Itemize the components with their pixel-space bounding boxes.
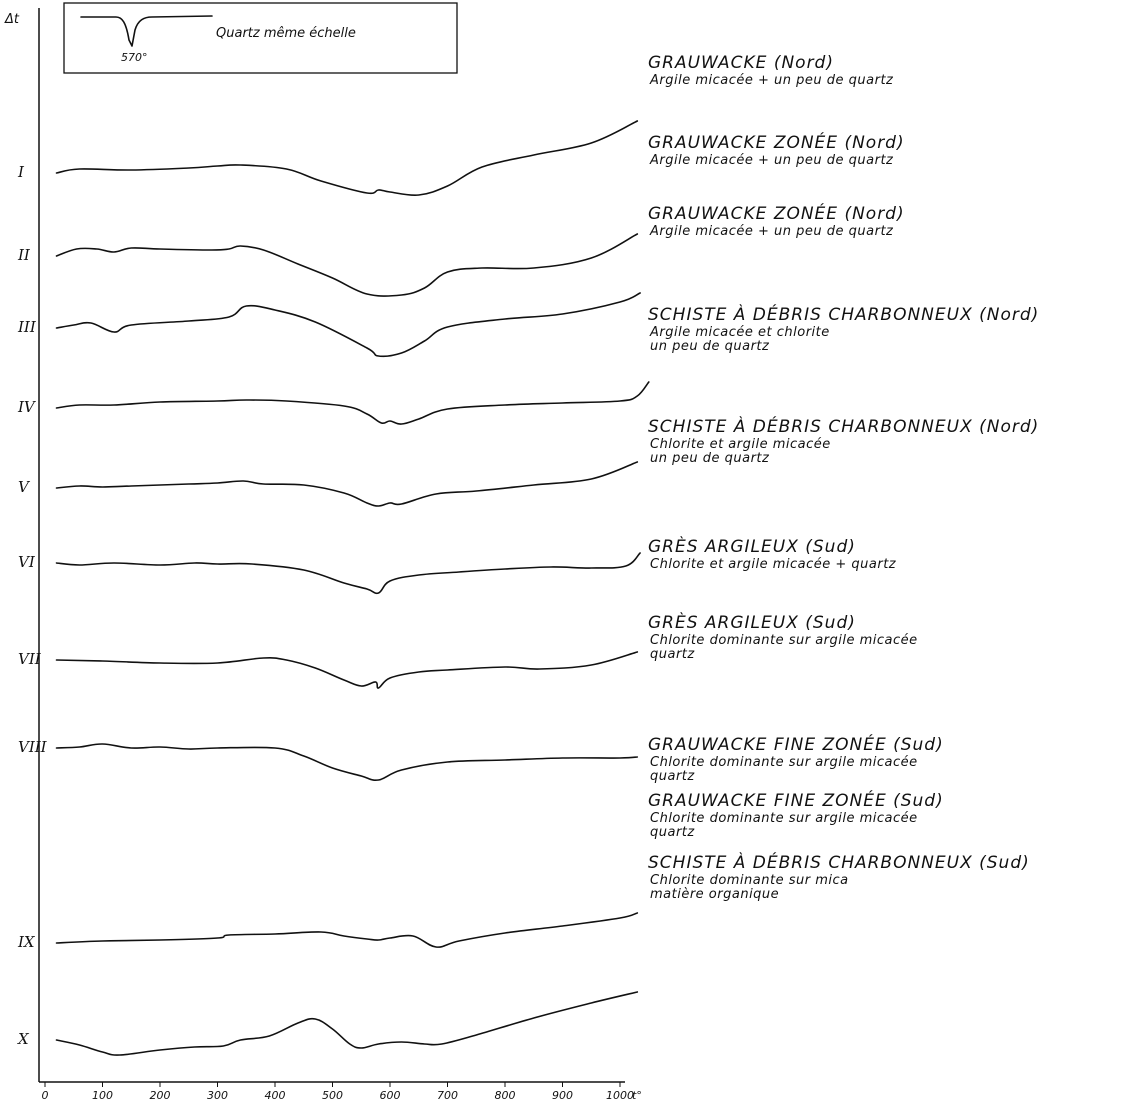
curve-ix [55,912,639,948]
sample-composition: quartz [650,825,695,840]
sample-title: GRÈS ARGILEUX (Sud) [648,611,856,633]
curve-label-iv: IV [17,398,37,416]
sample-composition: Chlorite et argile micacée [650,437,831,452]
sample-title: SCHISTE À DÉBRIS CHARBONNEUX (Nord) [648,303,1039,325]
inset-box [63,2,458,74]
curve-iii [55,292,641,358]
curve-iv [55,381,650,425]
sample-composition: Argile micacée + un peu de quartz [649,73,894,88]
curve-vi [55,552,641,595]
inset-curve [80,15,213,47]
sample-title: GRAUWACKE FINE ZONÉE (Sud) [648,733,944,755]
curve-label-viii: VIII [18,738,48,756]
curve-ii [55,233,639,297]
inset-title: Quartz même échelle [216,26,356,41]
sample-composition: Argile micacée + un peu de quartz [649,224,894,239]
sample-title: GRAUWACKE ZONÉE (Nord) [648,131,905,153]
x-tick-label: 900 [552,1089,573,1102]
x-tick-label: 700 [437,1089,458,1102]
sample-title: SCHISTE À DÉBRIS CHARBONNEUX (Sud) [648,851,1030,873]
curve-v [55,461,639,507]
curve-i [55,120,639,197]
sample-composition: Argile micacée + un peu de quartz [649,153,894,168]
sample-composition: Chlorite dominante sur argile micacée [650,755,918,770]
curve-label-i: I [17,163,25,181]
curves [55,120,650,1056]
x-tick-label: 800 [495,1089,516,1102]
curve-label-ii: II [17,246,31,264]
curve-vii [55,651,639,689]
sample-composition: quartz [650,647,695,662]
curve-label-x: X [17,1030,30,1048]
inset-peak-label: 570° [121,51,148,64]
x-tick-label: 100 [92,1089,113,1102]
sample-composition: matière organique [650,887,779,902]
sample-composition: quartz [650,769,695,784]
sample-composition: Chlorite dominante sur argile micacée [650,633,918,648]
sample-title: SCHISTE À DÉBRIS CHARBONNEUX (Nord) [648,415,1039,437]
sample-title: GRAUWACKE ZONÉE (Nord) [648,202,905,224]
curve-label-vi: VI [18,553,36,571]
sample-title: GRAUWACKE (Nord) [648,53,834,73]
curve-label-v: V [18,478,31,496]
sample-title: GRAUWACKE FINE ZONÉE (Sud) [648,789,944,811]
curve-x [55,991,639,1056]
curve-label-vii: VII [18,650,42,668]
curve-viii [55,743,639,782]
x-tick-label: 0 [42,1089,49,1102]
x-axis-label: t° [632,1089,642,1102]
sample-title: GRÈS ARGILEUX (Sud) [648,535,856,557]
x-tick-label: 600 [380,1089,401,1102]
x-tick-label: 400 [265,1089,286,1102]
sample-descriptions: GRAUWACKE (Nord)Argile micacée + un peu … [648,53,1039,902]
curve-label-iii: III [17,318,37,336]
x-tick-label: 500 [322,1089,343,1102]
curve-label-ix: IX [17,933,36,951]
sample-composition: Chlorite et argile micacée + quartz [650,557,897,572]
sample-composition: Chlorite dominante sur mica [650,873,849,888]
sample-composition: Argile micacée et chlorite [649,325,830,340]
sample-composition: un peu de quartz [650,339,770,354]
quartz-inset: Quartz même échelle 570° [63,2,458,74]
x-tick-label: 200 [150,1089,171,1102]
y-axis-label: Δt [4,12,20,27]
sample-composition: Chlorite dominante sur argile micacée [650,811,918,826]
x-tick-label: 1000 [606,1089,634,1102]
x-tick-label: 300 [207,1089,228,1102]
sample-composition: un peu de quartz [650,451,770,466]
